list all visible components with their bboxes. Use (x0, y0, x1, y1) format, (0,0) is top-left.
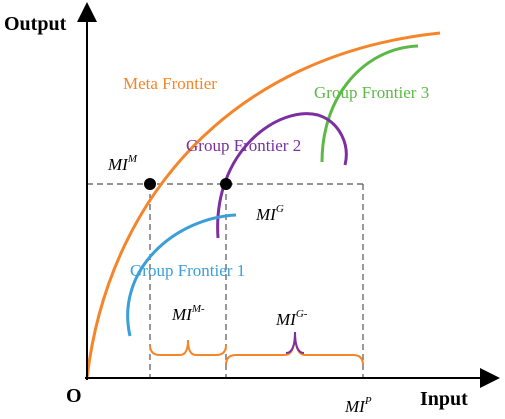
meta-frontier-curve (85, 31, 441, 379)
group-frontier-3-curve (320, 44, 419, 163)
measure-sup: G (276, 203, 284, 215)
frontier-label: Meta Frontier (123, 74, 217, 93)
measure-sup: M (127, 153, 138, 165)
group-frontier-2-curve (216, 112, 348, 239)
measure-sup: G- (296, 308, 308, 320)
frontier-label: Group Frontier 3 (314, 83, 429, 102)
point (220, 178, 232, 190)
measure-base: MI (275, 310, 297, 329)
measure-base: MI (344, 397, 366, 416)
measure-sup: M- (191, 303, 205, 315)
measure-base: MI (171, 305, 193, 324)
origin-label: O (66, 385, 82, 407)
frontier-label: Group Frontier 1 (130, 261, 245, 280)
y-axis-label: Output (4, 13, 67, 35)
brace-g-tip (285, 331, 305, 354)
measure-label: MIM (107, 153, 138, 174)
frontier-label: Group Frontier 2 (186, 136, 301, 155)
measure-label: MIP (344, 395, 372, 416)
measure-label: MIG- (275, 308, 308, 329)
point (144, 178, 156, 190)
measure-base: MI (107, 155, 129, 174)
x-axis-label: Input (420, 388, 468, 410)
measure-base: MI (255, 205, 277, 224)
brace-m (149, 339, 227, 356)
measure-label: MIM- (171, 303, 205, 324)
measure-sup: P (364, 395, 372, 407)
measure-label: MIG (255, 203, 284, 224)
group-frontier-1-curve (126, 213, 237, 337)
